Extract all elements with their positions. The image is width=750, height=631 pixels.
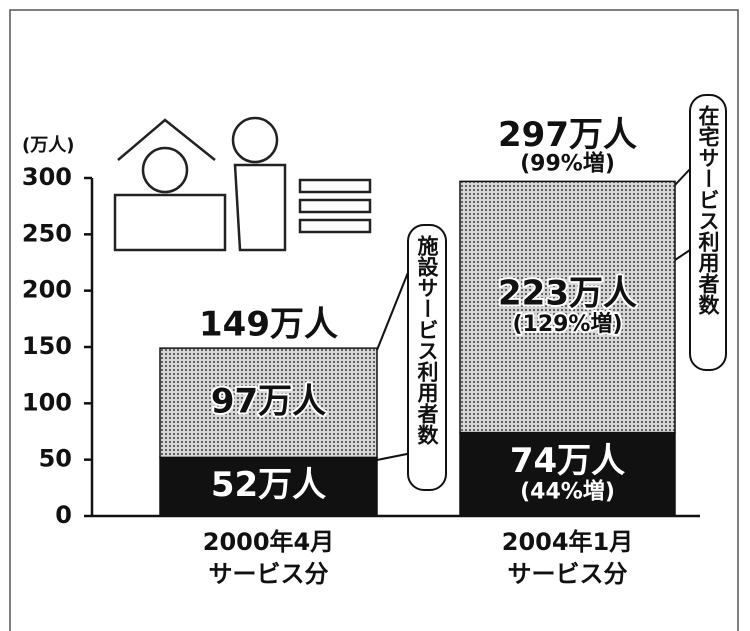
x-tick-label: 2004年1月 bbox=[502, 528, 634, 556]
total-label: 297万人 bbox=[498, 115, 637, 155]
y-tick-label: 150 bbox=[22, 332, 72, 360]
y-tick-label: 50 bbox=[39, 445, 72, 473]
value-label: 97万人 bbox=[211, 381, 326, 421]
increase-label: (129%増) bbox=[512, 311, 622, 337]
increase-label: (44%増) bbox=[520, 478, 615, 504]
illustration bbox=[115, 118, 370, 250]
x-tick-label: 2000年4月 bbox=[203, 528, 335, 556]
legend-label: 在宅サービス利用者数 bbox=[696, 104, 720, 316]
y-tick-label: 300 bbox=[22, 163, 72, 191]
chart: (万人) 0 50 100 150 200 250 300 52万人 97万人 149万人 2000… bbox=[0, 0, 750, 631]
total-increase-label: (99%増) bbox=[520, 150, 615, 176]
value-label: 74万人 bbox=[510, 441, 625, 481]
legend-leader bbox=[675, 250, 690, 260]
value-label: 52万人 bbox=[211, 465, 326, 505]
y-tick-label: 200 bbox=[22, 276, 72, 304]
legend-label: 施設サービス利用者数 bbox=[415, 234, 439, 446]
x-tick-sublabel: サービス分 bbox=[508, 560, 628, 588]
value-label: 223万人 bbox=[498, 274, 637, 314]
y-tick-label: 0 bbox=[55, 501, 72, 529]
y-axis-unit: (万人) bbox=[22, 135, 74, 156]
total-label: 149万人 bbox=[199, 305, 338, 345]
y-tick-label: 250 bbox=[22, 219, 72, 247]
x-tick-sublabel: サービス分 bbox=[209, 560, 329, 588]
y-tick-label: 100 bbox=[22, 388, 72, 416]
